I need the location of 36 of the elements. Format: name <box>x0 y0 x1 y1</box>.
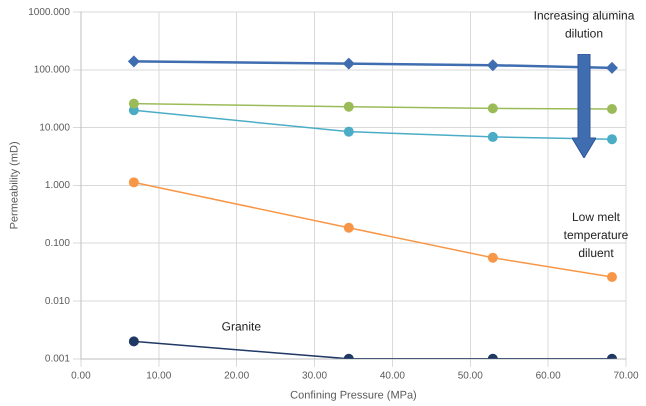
x-axis-title: Confining Pressure (MPa) <box>290 389 417 402</box>
point <box>128 177 139 188</box>
y-tick-label: 1000.000 <box>28 6 70 18</box>
y-tick-label: 10.000 <box>39 122 70 134</box>
y-tick-label: 1.000 <box>44 180 70 192</box>
annotation: Increasing alumina dilution <box>534 8 635 40</box>
x-tick-label: 20.00 <box>224 370 250 382</box>
y-tick-label: 0.100 <box>44 238 70 249</box>
x-tick-label: 60.00 <box>536 370 562 382</box>
point <box>486 59 499 72</box>
point <box>344 126 354 137</box>
point <box>606 104 617 114</box>
x-tick-label: 0.00 <box>71 370 92 382</box>
point <box>342 58 355 70</box>
point <box>128 98 139 109</box>
y-axis-title: Permeability (mD) <box>8 141 21 230</box>
series-label: Granite <box>222 320 262 334</box>
point <box>606 134 617 144</box>
x-tick-label: 30.00 <box>302 370 328 382</box>
x-tick-label: 10.00 <box>146 370 172 382</box>
x-tick-label: 70.00 <box>613 370 639 382</box>
y-tick-label: 0.001 <box>44 354 70 365</box>
point <box>606 62 618 74</box>
point <box>606 272 617 282</box>
y-tick-label: 100.000 <box>34 64 70 76</box>
x-tick-label: 40.00 <box>380 370 406 382</box>
point <box>488 132 498 142</box>
x-tick-label: 50.00 <box>458 370 484 382</box>
annotation: Low melt temperature diluent <box>564 210 629 260</box>
point <box>128 55 140 68</box>
point <box>344 102 354 112</box>
point <box>128 336 139 346</box>
y-tick-label: 0.010 <box>44 296 70 307</box>
point <box>488 252 498 263</box>
point <box>344 222 354 233</box>
point <box>488 103 498 114</box>
